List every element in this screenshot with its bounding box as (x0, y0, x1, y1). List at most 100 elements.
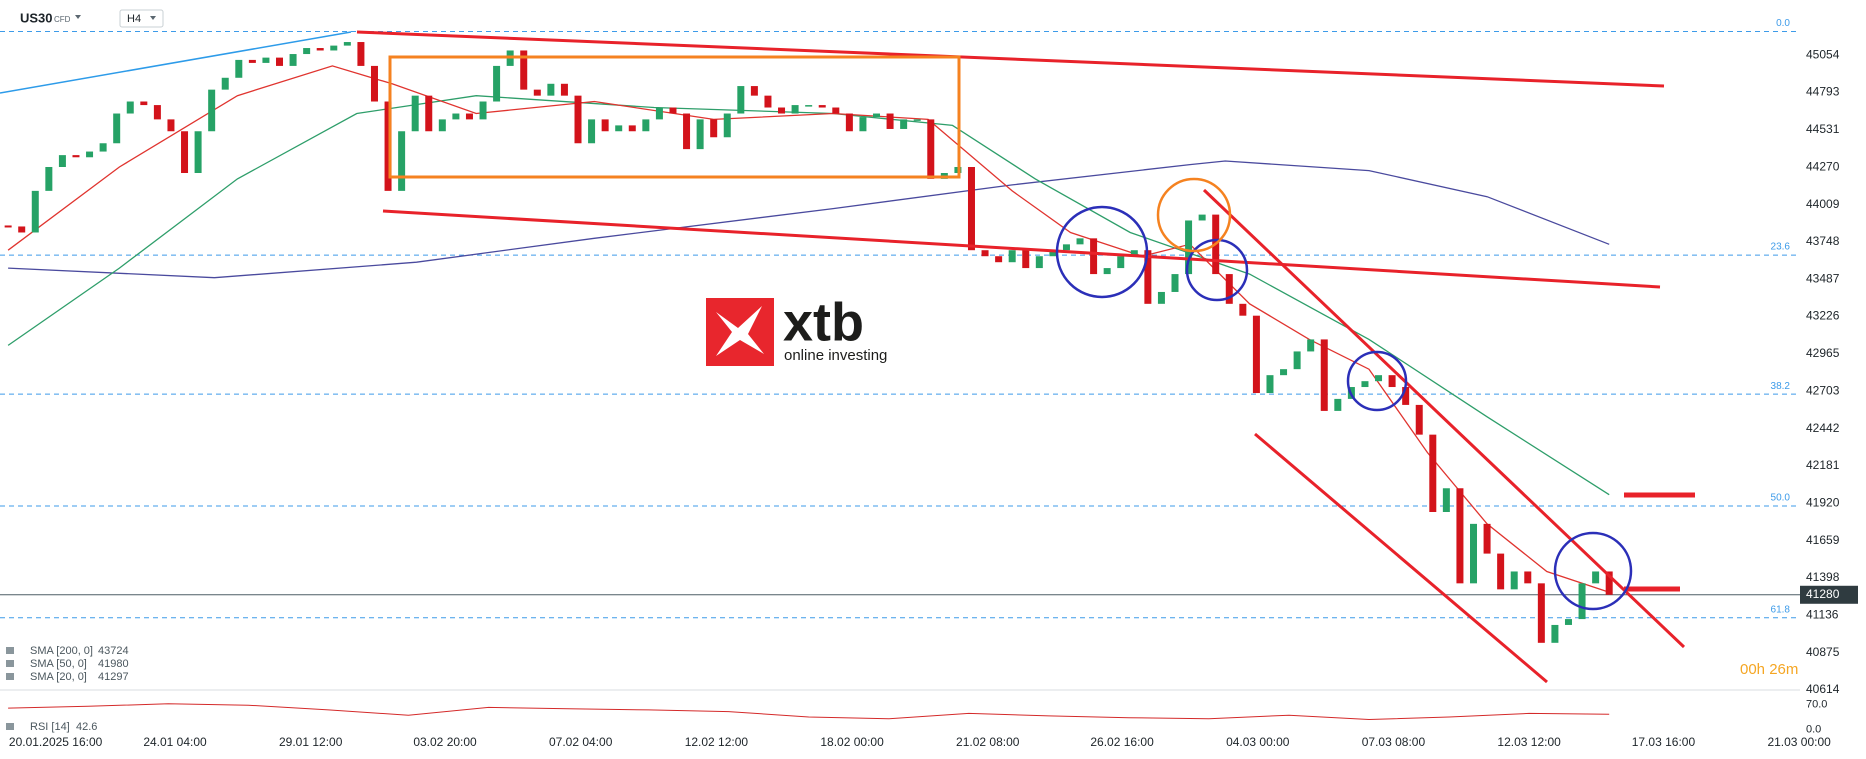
x-tick-label: 04.03 00:00 (1226, 735, 1290, 749)
dropdown-arrow[interactable] (150, 16, 156, 20)
x-tick-label: 18.02 00:00 (820, 735, 884, 749)
candle (1049, 250, 1057, 257)
candle (343, 42, 351, 46)
candle (547, 83, 555, 96)
legend-icon (6, 673, 14, 680)
legend-icon (6, 660, 14, 667)
last-price-label: 41280 (1806, 587, 1840, 601)
candle (330, 45, 338, 51)
rsi-tick-label: 70.0 (1806, 698, 1827, 710)
last-price-box (1800, 585, 1858, 604)
candle (276, 57, 284, 66)
range-box (388, 55, 961, 179)
candle (99, 143, 107, 152)
candle (167, 119, 175, 132)
y-tick-label: 40875 (1806, 645, 1840, 659)
highlight-circle (1553, 531, 1633, 611)
highlight-circle (1185, 238, 1249, 302)
logo: xtb online investing (706, 292, 887, 366)
candle (1307, 339, 1315, 352)
x-tick-label: 07.02 04:00 (549, 735, 613, 749)
x-tick-label: 07.03 08:00 (1362, 735, 1426, 749)
candle (1035, 256, 1043, 269)
header: US30 CFD H4 (20, 9, 164, 28)
candle (737, 86, 745, 114)
y-tick-label: 44531 (1806, 122, 1840, 136)
candle (1415, 404, 1423, 435)
candle (1388, 375, 1396, 388)
candle (1280, 369, 1288, 376)
candle (669, 107, 677, 114)
candle (289, 54, 297, 66)
trend-line (1254, 432, 1548, 684)
logo-x (716, 306, 764, 356)
sma-line (8, 160, 1610, 279)
candle (967, 166, 975, 251)
x-tick-label: 21.03 00:00 (1767, 735, 1831, 749)
legend-value: 41980 (98, 658, 129, 670)
candle (4, 225, 12, 228)
candle (493, 65, 501, 102)
candle (1510, 571, 1518, 590)
x-tick-label: 26.02 16:00 (1090, 735, 1154, 749)
y-tick-label: 45054 (1806, 47, 1840, 61)
candle (153, 105, 161, 120)
candle (452, 113, 460, 120)
candle (1076, 238, 1084, 245)
candle (1157, 291, 1165, 304)
trend-line (356, 30, 1665, 88)
candle (1429, 434, 1437, 512)
candle (1185, 220, 1193, 275)
candle (72, 155, 80, 158)
candle (981, 250, 989, 257)
candle (1442, 488, 1450, 512)
candle (1090, 238, 1098, 275)
logo-brand: xtb (783, 292, 864, 352)
y-tick-label: 42442 (1806, 421, 1840, 435)
candle (845, 113, 853, 132)
candle (873, 113, 881, 118)
candle (357, 42, 365, 66)
candle (1361, 381, 1369, 388)
candle (1266, 375, 1274, 394)
candle (859, 117, 867, 132)
legend-label: SMA [50, 0] (30, 658, 87, 670)
candle (1293, 351, 1301, 370)
candle (1103, 268, 1111, 275)
drawings (0, 30, 1695, 684)
candle (1497, 553, 1505, 590)
candle (1117, 256, 1125, 269)
candle (1592, 571, 1600, 584)
candle (303, 48, 311, 55)
candle (1022, 250, 1030, 269)
candle (615, 125, 623, 132)
candle (1564, 619, 1572, 625)
timeframe: H4 (127, 13, 141, 25)
rsi-value: 42.6 (76, 721, 97, 733)
candle (778, 107, 786, 114)
candle (655, 107, 663, 120)
candle (140, 101, 148, 106)
candle (791, 105, 799, 114)
candle (520, 50, 528, 90)
y-tick-label: 43226 (1806, 309, 1840, 323)
candle (126, 101, 134, 114)
timeframe-box[interactable] (119, 9, 164, 28)
candle (1144, 250, 1152, 304)
y-tick-label: 41920 (1806, 495, 1840, 509)
y-tick-label: 44270 (1806, 159, 1840, 173)
candle (574, 95, 582, 144)
candle (479, 101, 487, 120)
legend-icon (6, 647, 14, 654)
trend-line (382, 209, 1661, 289)
candle (181, 131, 189, 173)
candle (628, 125, 636, 132)
candle (642, 119, 650, 132)
fib-label: 50.0 (1771, 493, 1791, 504)
x-tick-label: 29.01 12:00 (279, 735, 343, 749)
candle (927, 119, 935, 179)
candle (886, 113, 894, 129)
candle (588, 119, 596, 144)
dropdown-arrow[interactable] (75, 15, 81, 19)
